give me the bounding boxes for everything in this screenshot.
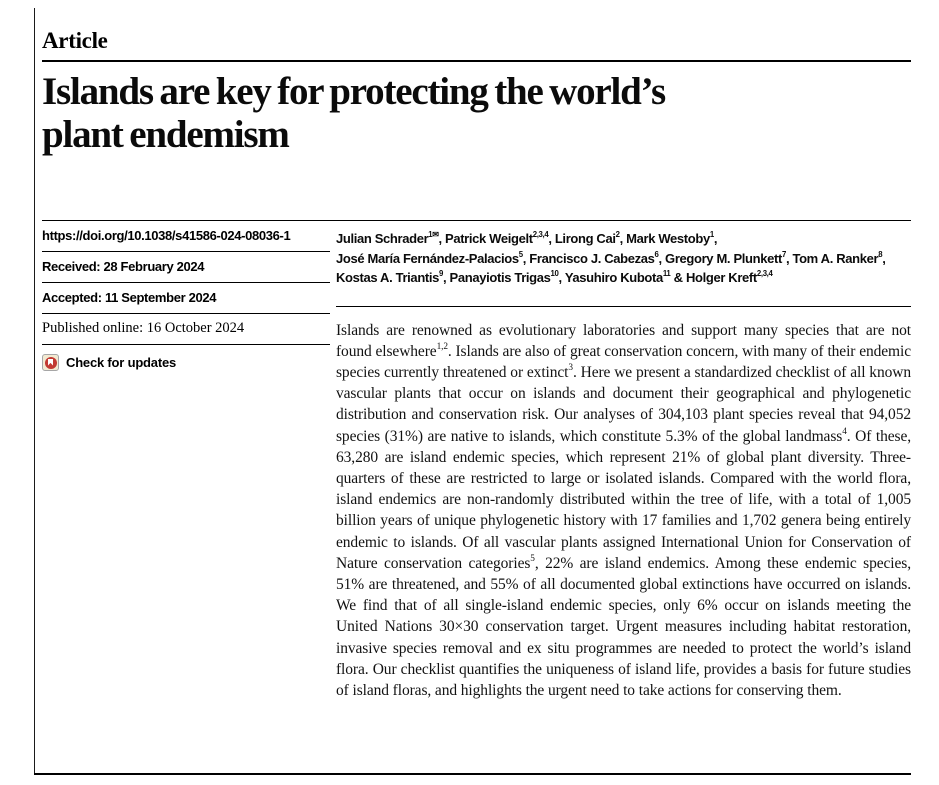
- page-title: Islands are key for protecting the world…: [42, 70, 666, 156]
- crossmark-icon: [42, 354, 59, 371]
- published-online-date: Published online: 16 October 2024: [42, 314, 330, 345]
- article-metadata-column: https://doi.org/10.1038/s41586-024-08036…: [42, 221, 330, 717]
- article-page: Article Islands are key for protecting t…: [42, 28, 911, 717]
- doi-link[interactable]: https://doi.org/10.1038/s41586-024-08036…: [42, 221, 330, 252]
- author-list: Julian Schrader1✉, Patrick Weigelt2,3,4,…: [336, 221, 911, 307]
- received-date: Received: 28 February 2024: [42, 252, 330, 283]
- bookmark-icon: [48, 358, 53, 366]
- article-main-column: Julian Schrader1✉, Patrick Weigelt2,3,4,…: [336, 221, 911, 717]
- accepted-date: Accepted: 11 September 2024: [42, 283, 330, 314]
- article-kicker: Article: [42, 28, 911, 62]
- crossmark-circle: [44, 356, 57, 369]
- article-header: Article Islands are key for protecting t…: [42, 28, 911, 156]
- bottom-rule: [34, 773, 911, 775]
- left-edge-rule: [34, 8, 35, 774]
- article-body: https://doi.org/10.1038/s41586-024-08036…: [42, 220, 911, 717]
- check-for-updates-button[interactable]: Check for updates: [42, 345, 330, 371]
- check-for-updates-label: Check for updates: [66, 355, 177, 370]
- abstract: Islands are renowned as evolutionary lab…: [336, 321, 912, 699]
